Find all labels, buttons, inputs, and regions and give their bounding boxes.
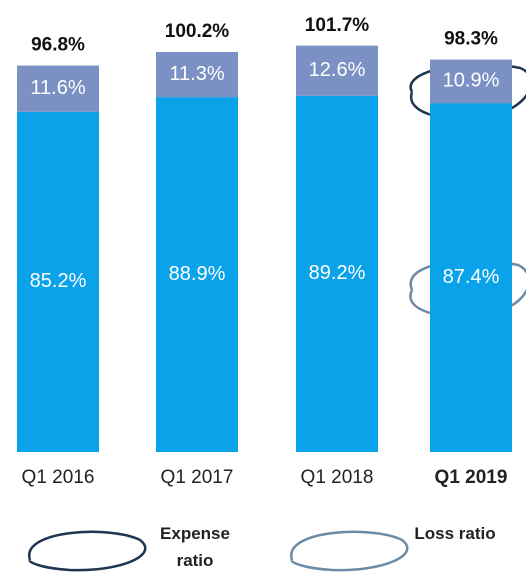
x-tick-label: Q1 2017 xyxy=(161,467,234,488)
x-tick-label: Q1 2016 xyxy=(22,467,95,488)
bar-segment xyxy=(296,45,378,96)
x-tick-label: Q1 2019 xyxy=(435,467,508,488)
value-label: 88.9% xyxy=(169,263,226,285)
value-label: 11.6% xyxy=(30,77,85,99)
legend-swatch xyxy=(290,530,409,572)
legend-swatch xyxy=(28,530,147,572)
value-label: 87.4% xyxy=(443,266,500,288)
total-label: 100.2% xyxy=(165,21,230,42)
value-label: 11.3% xyxy=(169,63,224,85)
total-label: 96.8% xyxy=(31,35,85,56)
bar-segment xyxy=(430,103,512,452)
bar-segment xyxy=(156,51,238,98)
total-label: 98.3% xyxy=(444,29,498,50)
bar-segment xyxy=(430,59,512,104)
total-label: 101.7% xyxy=(305,15,370,36)
legend-label: Loss ratio xyxy=(414,524,496,543)
bar-segment xyxy=(156,97,238,453)
bar-segment xyxy=(17,65,99,112)
value-label: 12.6% xyxy=(309,59,366,81)
value-label: 10.9% xyxy=(443,70,500,92)
x-tick-label: Q1 2018 xyxy=(301,467,374,488)
value-label: 85.2% xyxy=(30,270,87,292)
value-label: 89.2% xyxy=(309,262,366,284)
bar-segment xyxy=(296,95,378,452)
legend-label: Expense ratio xyxy=(160,524,230,570)
bar-segment xyxy=(17,111,99,452)
